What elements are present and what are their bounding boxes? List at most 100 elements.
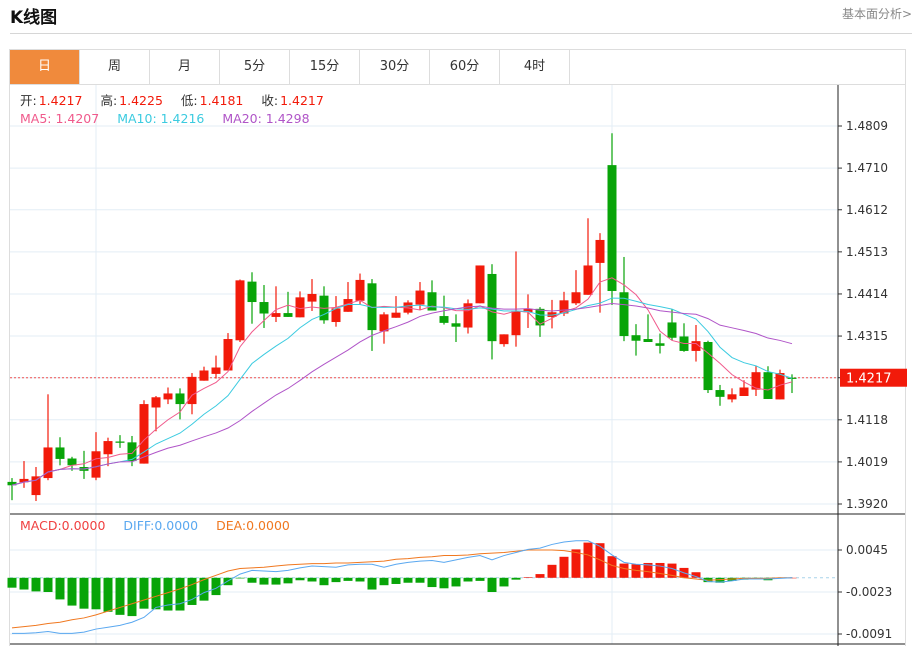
candle — [187, 373, 197, 415]
candle — [127, 435, 137, 467]
candle — [787, 374, 797, 394]
ma10-line — [11, 297, 793, 486]
candle — [331, 296, 341, 327]
candle — [43, 394, 53, 481]
ma5-value: MA5: 1.4207 — [20, 111, 100, 126]
candle-body — [511, 310, 521, 336]
macd-bar — [715, 577, 725, 583]
candle-body — [727, 394, 737, 400]
candle — [607, 133, 617, 306]
price-tick-label: 1.4019 — [846, 455, 888, 469]
candle-body — [655, 343, 665, 346]
tab-60min[interactable]: 60分 — [430, 50, 500, 84]
price-tick-label: 1.3920 — [846, 497, 888, 511]
page-title: K线图 — [10, 8, 58, 28]
candle-body — [295, 297, 305, 318]
macd-bar — [223, 577, 233, 586]
candle — [427, 280, 437, 311]
price-tick-label: 1.4710 — [846, 161, 888, 175]
candle-body — [715, 390, 725, 397]
dea-value: DEA:0.0000 — [216, 518, 290, 533]
macd-bar — [79, 577, 89, 609]
macd-bar — [559, 556, 569, 578]
candle — [175, 388, 185, 420]
candle — [739, 380, 749, 396]
candle — [259, 285, 269, 328]
candle-body — [535, 308, 545, 326]
ma10-value: MA10: 1.4216 — [117, 111, 205, 126]
candle — [643, 314, 653, 342]
macd-bar — [103, 577, 113, 612]
macd-bar — [691, 572, 701, 578]
candle-body — [451, 323, 461, 327]
macd-bar — [403, 577, 413, 583]
macd-bar — [523, 577, 533, 578]
candle — [367, 279, 377, 351]
macd-bar — [511, 577, 521, 580]
tab-5min[interactable]: 5分 — [220, 50, 290, 84]
high-label: 高: — [100, 93, 118, 108]
candle-body — [91, 451, 101, 478]
candle — [91, 432, 101, 481]
macd-bar — [211, 577, 221, 596]
macd-bar — [271, 577, 281, 585]
macd-bar — [415, 577, 425, 583]
macd-bar — [439, 577, 449, 589]
candle — [55, 437, 65, 466]
candle — [451, 314, 461, 342]
macd-bar — [187, 577, 197, 605]
low-value: 1.4181 — [199, 93, 244, 108]
tab-day[interactable]: 日 — [10, 50, 80, 84]
macd-bar — [115, 577, 125, 615]
candle — [271, 286, 281, 323]
ma5-line — [11, 277, 793, 486]
macd-bar — [31, 577, 41, 592]
price-tick-label: 1.4118 — [846, 413, 888, 427]
macd-bar — [127, 577, 137, 617]
candle — [667, 309, 677, 341]
macd-bar — [307, 577, 317, 582]
tab-30min[interactable]: 30分 — [360, 50, 430, 84]
macd-tick-label: 0.0045 — [846, 543, 888, 557]
candle-body — [55, 447, 65, 459]
price-tick-label: 1.4612 — [846, 203, 888, 217]
tab-month[interactable]: 月 — [150, 50, 220, 84]
fundamental-analysis-link[interactable]: 基本面分析> — [841, 7, 912, 21]
candle-body — [763, 372, 773, 399]
macd-bar — [283, 577, 293, 584]
candle-body — [631, 335, 641, 341]
candle — [19, 461, 29, 488]
tab-4hour[interactable]: 4时 — [500, 50, 570, 84]
candle — [715, 384, 725, 406]
candle — [223, 333, 233, 371]
candle — [463, 299, 473, 334]
candle-body — [199, 370, 209, 381]
diff-line — [12, 540, 793, 634]
candle — [439, 295, 449, 325]
open-value: 1.4217 — [38, 93, 83, 108]
candle — [535, 307, 545, 337]
macd-bar — [595, 543, 605, 578]
macd-bar — [247, 577, 257, 583]
price-tick-label: 1.4809 — [846, 119, 888, 133]
macd-bar — [643, 562, 653, 578]
candle — [679, 323, 689, 352]
candle — [547, 299, 557, 329]
candle — [139, 400, 149, 464]
candle-body — [751, 372, 761, 390]
candle-body — [523, 308, 533, 313]
tab-15min[interactable]: 15分 — [290, 50, 360, 84]
macd-bar — [55, 577, 65, 600]
candle — [247, 272, 257, 324]
open-label: 开: — [20, 93, 37, 108]
candle-body — [223, 339, 233, 371]
macd-bar — [43, 577, 53, 592]
candle — [571, 270, 581, 306]
tab-week[interactable]: 周 — [80, 50, 150, 84]
candle-body — [415, 290, 425, 305]
candle-body — [571, 292, 581, 304]
candle — [103, 437, 113, 467]
candle — [475, 265, 485, 304]
candle-body — [379, 314, 389, 332]
